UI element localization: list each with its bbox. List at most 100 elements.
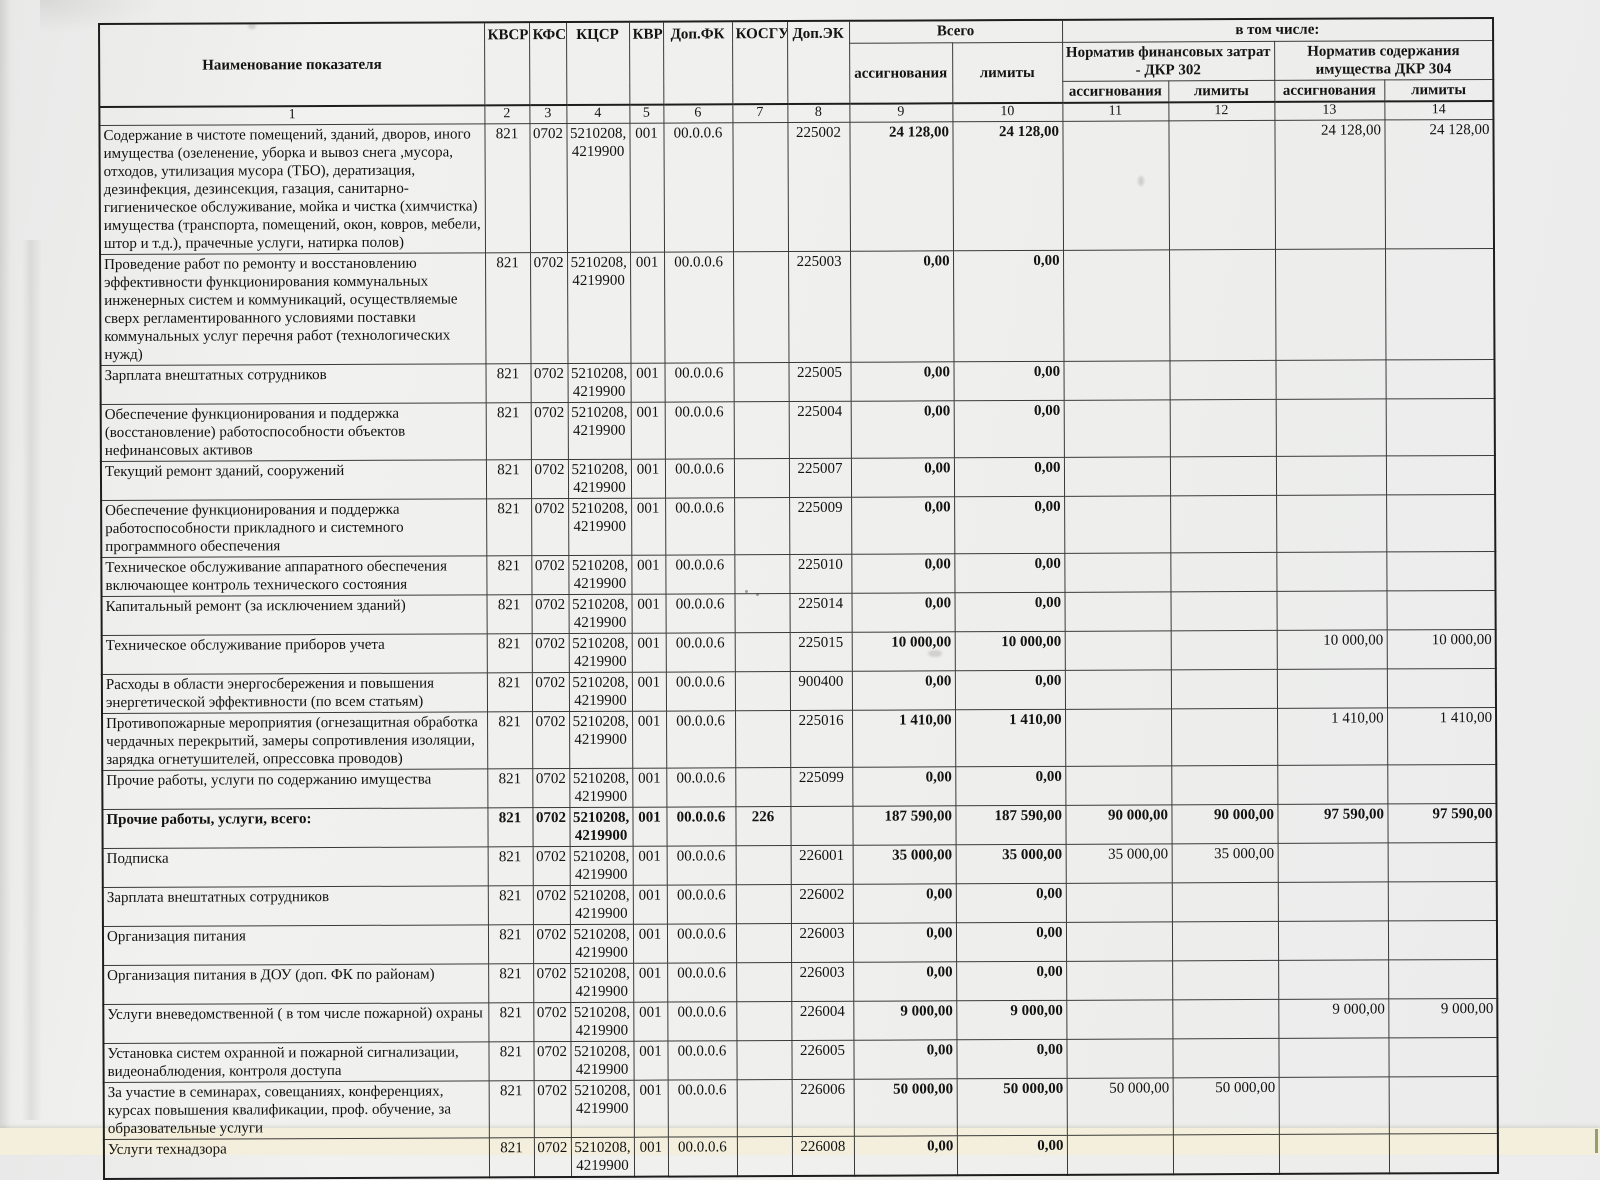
cell-kvr: 001 xyxy=(631,593,666,633)
cell-dopfk: 00.0.0.6 xyxy=(665,497,735,555)
cell-a302 xyxy=(1065,921,1173,961)
cell-name: Содержание в чистоте помещений, зданий, … xyxy=(99,123,486,255)
cell-l302: 50 000,00 xyxy=(1172,1076,1279,1135)
col-number: 5 xyxy=(629,104,664,123)
cell-kvsr: 821 xyxy=(488,1041,534,1081)
cell-a304: 97 590,00 xyxy=(1277,803,1388,843)
cell-assig: 0,00 xyxy=(850,400,954,458)
cell-kvsr: 821 xyxy=(487,885,533,925)
cell-a304 xyxy=(1275,248,1386,360)
cell-kfsr: 0702 xyxy=(533,1001,571,1042)
cell-kcsr: 5210208, 4219900 xyxy=(569,767,633,807)
cell-kosgu xyxy=(735,710,791,768)
table-row: Организация питания 821 0702 5210208, 42199… xyxy=(102,919,1498,966)
cell-a302 xyxy=(1066,1038,1173,1078)
cell-l302 xyxy=(1170,494,1277,553)
cell-a304 xyxy=(1278,1076,1389,1134)
cell-kvr: 001 xyxy=(631,671,667,711)
cell-kcsr: 5210208, 4219900 xyxy=(567,362,631,402)
cell-kosgu xyxy=(733,458,790,498)
cell-kvsr: 821 xyxy=(485,363,531,403)
header-dkr302: Норматив финансовых затрат - ДКР 302 xyxy=(1062,40,1275,81)
table-row: Обеспечение функционирования и поддержка… xyxy=(101,493,1496,558)
table-row: Обеспечение функционирования и поддержка… xyxy=(100,397,1495,462)
cell-kfsr: 0702 xyxy=(532,710,570,769)
cell-a304 xyxy=(1278,959,1389,999)
cell-dopek: 225009 xyxy=(789,496,852,555)
cell-a302 xyxy=(1064,591,1171,631)
cell-l302 xyxy=(1170,629,1277,670)
cell-assig: 0,00 xyxy=(852,922,957,962)
cell-dopek: 226006 xyxy=(791,1078,854,1137)
cell-dopfk: 00.0.0.6 xyxy=(667,1001,737,1041)
cell-a302 xyxy=(1062,120,1170,250)
table-row: Техническое обслуживание приборов учета 8… xyxy=(101,628,1496,675)
cell-a302 xyxy=(1066,960,1173,1000)
cell-a302 xyxy=(1066,999,1173,1039)
scan-bottom-band xyxy=(0,1128,1600,1155)
cell-a304 xyxy=(1275,359,1386,399)
header-vsego-assig: ассигнования xyxy=(849,42,953,104)
header-dkr304: Норматив содержания имущества ДКР 304 xyxy=(1274,39,1494,80)
cell-kvr: 001 xyxy=(633,1001,668,1041)
cell-kosgu xyxy=(733,251,789,363)
cell-kfsr: 0702 xyxy=(533,1040,571,1081)
cell-kvsr: 821 xyxy=(486,633,532,673)
cell-a304: 9 000,00 xyxy=(1278,998,1389,1038)
header-kcsr: КЦСР xyxy=(566,21,630,105)
cell-kcsr: 5210208, 4219900 xyxy=(566,122,631,252)
header-kfsr: КФСР xyxy=(529,21,567,105)
cell-kfsr: 0702 xyxy=(530,362,568,403)
cell-kcsr: 5210208, 4219900 xyxy=(567,401,631,459)
cell-l304 xyxy=(1386,589,1496,630)
cell-assig: 187 590,00 xyxy=(852,805,956,845)
cell-dopek: 225005 xyxy=(788,361,851,402)
cell-name: За участие в семинарах, совещаниях, конф… xyxy=(103,1080,489,1140)
cell-limit: 0,00 xyxy=(953,399,1064,458)
cell-kcsr: 5210208, 4219900 xyxy=(568,671,633,711)
header-kvsr: КВСР xyxy=(484,22,530,105)
cell-dopfk: 00.0.0.6 xyxy=(664,401,734,459)
cell-name: Услуги технадзора xyxy=(103,1137,490,1179)
cell-kfsr: 0702 xyxy=(531,671,570,712)
cell-assig: 0,00 xyxy=(850,457,955,497)
cell-kfsr: 0702 xyxy=(531,593,569,634)
cell-dopek: 226008 xyxy=(791,1135,855,1176)
cell-kfsr: 0702 xyxy=(532,884,570,925)
cell-assig: 10 000,00 xyxy=(851,631,955,671)
cell-a304: 24 128,00 xyxy=(1274,119,1386,249)
cell-kvsr: 821 xyxy=(485,459,532,499)
cell-dopek: 226004 xyxy=(791,1000,854,1041)
cell-a302: 90 000,00 xyxy=(1065,804,1172,844)
table-row: Текущий ремонт зданий, сооружений 821 0702… xyxy=(100,454,1496,501)
cell-l304 xyxy=(1386,667,1497,708)
cell-a304 xyxy=(1276,494,1387,552)
table-row: Услуги вневедомственной ( в том числе по… xyxy=(103,997,1498,1044)
table-row: Проведение работ по ремонту и восстановл… xyxy=(100,247,1495,366)
cell-dopfk: 00.0.0.6 xyxy=(667,1079,737,1137)
cell-kfsr: 0702 xyxy=(532,806,570,847)
cell-name: Организация питания в ДОУ (доп. ФК по ра… xyxy=(103,963,489,1005)
col-number: 14 xyxy=(1384,100,1494,120)
cell-dopek: 225015 xyxy=(789,631,852,672)
cell-kfsr: 0702 xyxy=(532,845,570,886)
header-kvr: КВР xyxy=(629,21,664,105)
budget-table: Наименование показателя КВСР КФСР КЦСР К… xyxy=(98,16,1500,1180)
table-row: Зарплата внештатных сотрудников 821 0702 52… xyxy=(100,358,1495,405)
cell-name: Услуги вневедомственной ( в том числе по… xyxy=(103,1002,489,1044)
cell-a304 xyxy=(1275,398,1386,456)
cell-l302 xyxy=(1171,920,1279,961)
cell-dopek xyxy=(790,805,853,846)
cell-kosgu xyxy=(733,362,789,402)
table-row: Прочие работы, услуги по содержанию имущ… xyxy=(102,763,1497,810)
scan-smudge xyxy=(1138,176,1144,186)
cell-kfsr: 0702 xyxy=(531,554,569,595)
cell-limit: 1 410,00 xyxy=(955,708,1066,767)
cell-limit: 0,00 xyxy=(953,456,1065,497)
cell-l304 xyxy=(1385,454,1496,495)
col-number: 9 xyxy=(849,102,953,122)
cell-l302 xyxy=(1171,881,1278,922)
cell-kfsr: 0702 xyxy=(530,458,569,499)
cell-kvr: 001 xyxy=(630,362,665,402)
cell-l304 xyxy=(1385,397,1495,456)
